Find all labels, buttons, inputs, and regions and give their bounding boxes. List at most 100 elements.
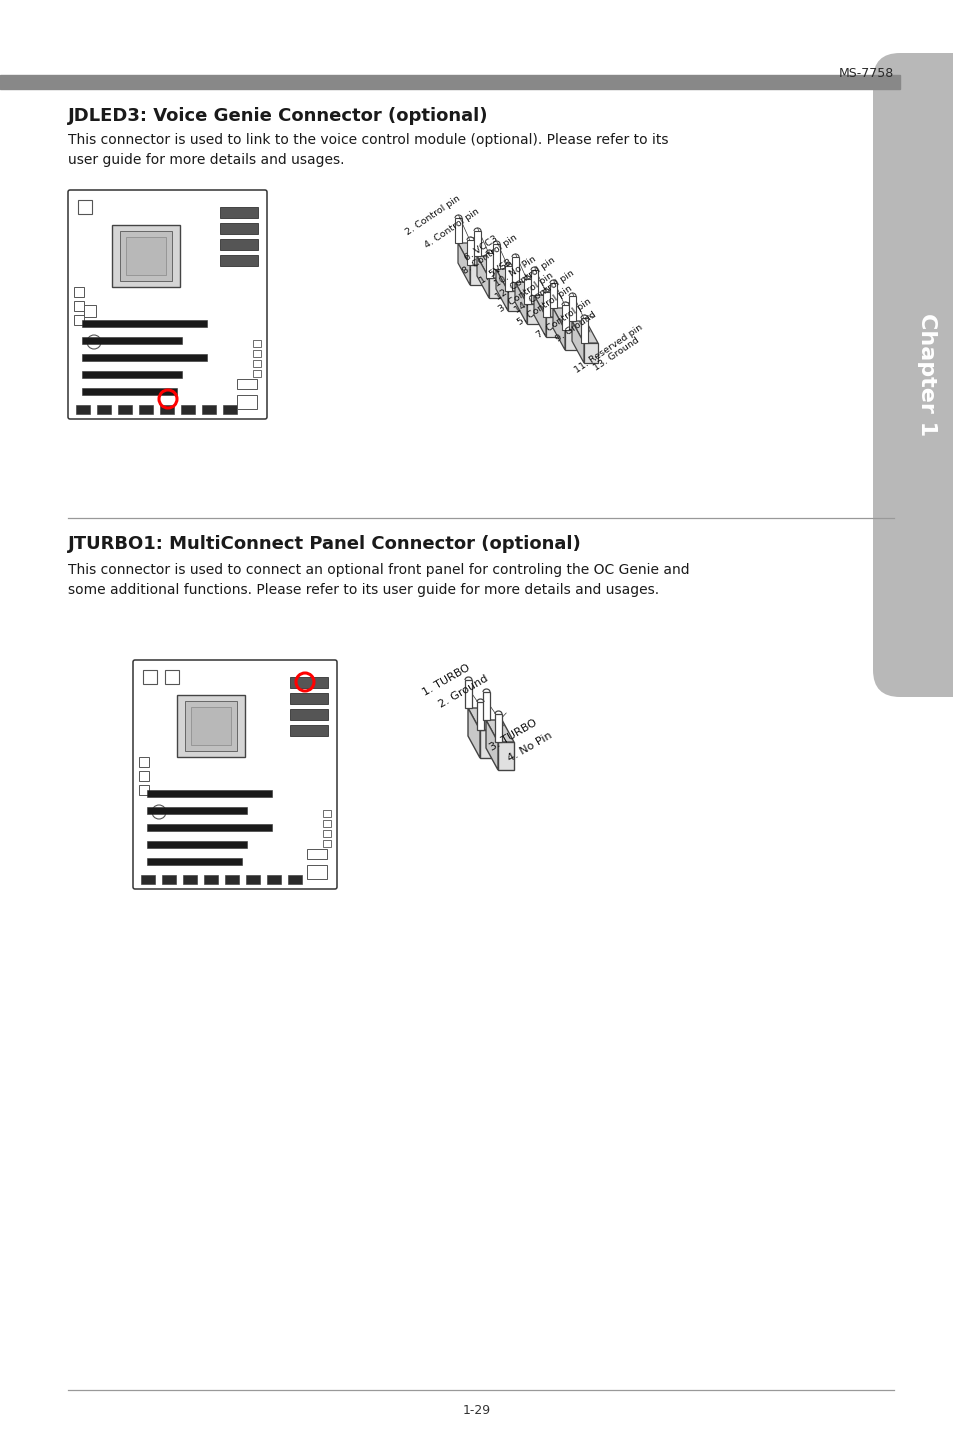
Bar <box>74 286 84 296</box>
Polygon shape <box>564 329 578 349</box>
Bar <box>82 388 177 395</box>
Polygon shape <box>545 316 559 337</box>
Bar <box>476 702 483 730</box>
Polygon shape <box>496 269 507 311</box>
Polygon shape <box>476 256 502 278</box>
Bar <box>493 243 499 269</box>
FancyBboxPatch shape <box>132 660 336 889</box>
Bar <box>253 359 261 367</box>
Text: 4. No Pin: 4. No Pin <box>505 730 554 763</box>
Bar <box>512 256 518 282</box>
Text: some additional functions. Please refer to its user guide for more details and u: some additional functions. Please refer … <box>68 583 659 597</box>
Circle shape <box>87 335 101 349</box>
Polygon shape <box>468 707 496 730</box>
Bar <box>220 255 257 266</box>
Bar <box>139 770 149 780</box>
Text: 1-29: 1-29 <box>462 1403 491 1416</box>
Bar <box>323 831 331 836</box>
Bar <box>223 405 236 414</box>
Bar <box>290 693 328 705</box>
Polygon shape <box>572 321 598 344</box>
Bar <box>220 223 257 233</box>
Text: This connector is used to connect an optional front panel for controling the OC : This connector is used to connect an opt… <box>68 563 689 577</box>
Bar <box>165 670 179 684</box>
Bar <box>120 231 172 281</box>
Polygon shape <box>476 256 489 298</box>
Bar <box>307 865 327 879</box>
Bar <box>147 823 272 831</box>
Bar <box>162 875 175 884</box>
Bar <box>202 405 215 414</box>
Polygon shape <box>497 742 514 770</box>
FancyBboxPatch shape <box>68 190 267 420</box>
Text: 3. TURBO: 3. TURBO <box>488 717 538 753</box>
Bar <box>177 695 245 758</box>
Bar <box>531 271 537 295</box>
Bar <box>78 200 91 213</box>
Bar <box>126 238 166 275</box>
Bar <box>0 74 899 89</box>
Bar <box>482 692 490 720</box>
Polygon shape <box>457 243 470 285</box>
Bar <box>523 279 531 304</box>
Bar <box>290 677 328 687</box>
Text: 12. Control pin: 12. Control pin <box>494 255 557 302</box>
Polygon shape <box>572 321 583 362</box>
Bar <box>220 239 257 251</box>
Polygon shape <box>534 295 545 337</box>
Text: 13. Ground: 13. Ground <box>592 337 640 372</box>
Bar <box>290 709 328 720</box>
Bar <box>290 725 328 736</box>
Text: 2. Ground: 2. Ground <box>436 673 490 710</box>
Bar <box>112 225 180 286</box>
Polygon shape <box>485 720 514 742</box>
Bar <box>323 841 331 846</box>
Bar <box>147 808 247 813</box>
Text: Chapter 1: Chapter 1 <box>916 314 936 437</box>
Bar <box>568 296 576 321</box>
Polygon shape <box>489 278 502 298</box>
Text: This connector is used to link to the voice control module (optional). Please re: This connector is used to link to the vo… <box>68 133 668 147</box>
Bar <box>183 875 196 884</box>
Bar <box>147 790 272 798</box>
Bar <box>118 405 132 414</box>
Text: 9. Ground: 9. Ground <box>554 309 598 344</box>
Bar <box>181 405 194 414</box>
Text: 6. VCC3: 6. VCC3 <box>463 235 499 263</box>
Bar <box>185 702 236 750</box>
Text: 3. Control pin: 3. Control pin <box>497 271 555 314</box>
Text: 4. Control pin: 4. Control pin <box>422 206 480 251</box>
Polygon shape <box>515 282 526 324</box>
Bar <box>464 680 472 707</box>
Bar <box>455 218 461 243</box>
Bar <box>542 292 550 316</box>
Polygon shape <box>496 269 521 291</box>
Text: 14. Control pin: 14. Control pin <box>513 268 576 315</box>
Bar <box>246 875 260 884</box>
Bar <box>147 858 242 865</box>
Bar <box>288 875 302 884</box>
Bar <box>82 371 182 378</box>
Polygon shape <box>479 730 496 758</box>
Text: 10. No Pin: 10. No Pin <box>493 255 537 289</box>
Text: 1. 5VSB: 1. 5VSB <box>477 258 513 286</box>
Bar <box>74 301 84 311</box>
Bar <box>84 305 96 316</box>
Bar <box>561 305 568 329</box>
Bar <box>323 811 331 818</box>
Text: 1. TURBO: 1. TURBO <box>421 663 472 697</box>
Text: 7. Control pin: 7. Control pin <box>535 296 593 341</box>
Bar <box>267 875 281 884</box>
Text: 11. Reserved pin: 11. Reserved pin <box>573 324 644 375</box>
Polygon shape <box>515 282 540 304</box>
Bar <box>253 349 261 357</box>
Bar <box>97 405 111 414</box>
Bar <box>236 395 256 410</box>
Polygon shape <box>583 344 598 362</box>
Text: user guide for more details and usages.: user guide for more details and usages. <box>68 153 344 168</box>
Bar <box>220 208 257 218</box>
Bar <box>82 354 207 361</box>
Bar <box>82 319 207 326</box>
Bar <box>147 841 247 848</box>
Polygon shape <box>534 295 559 316</box>
